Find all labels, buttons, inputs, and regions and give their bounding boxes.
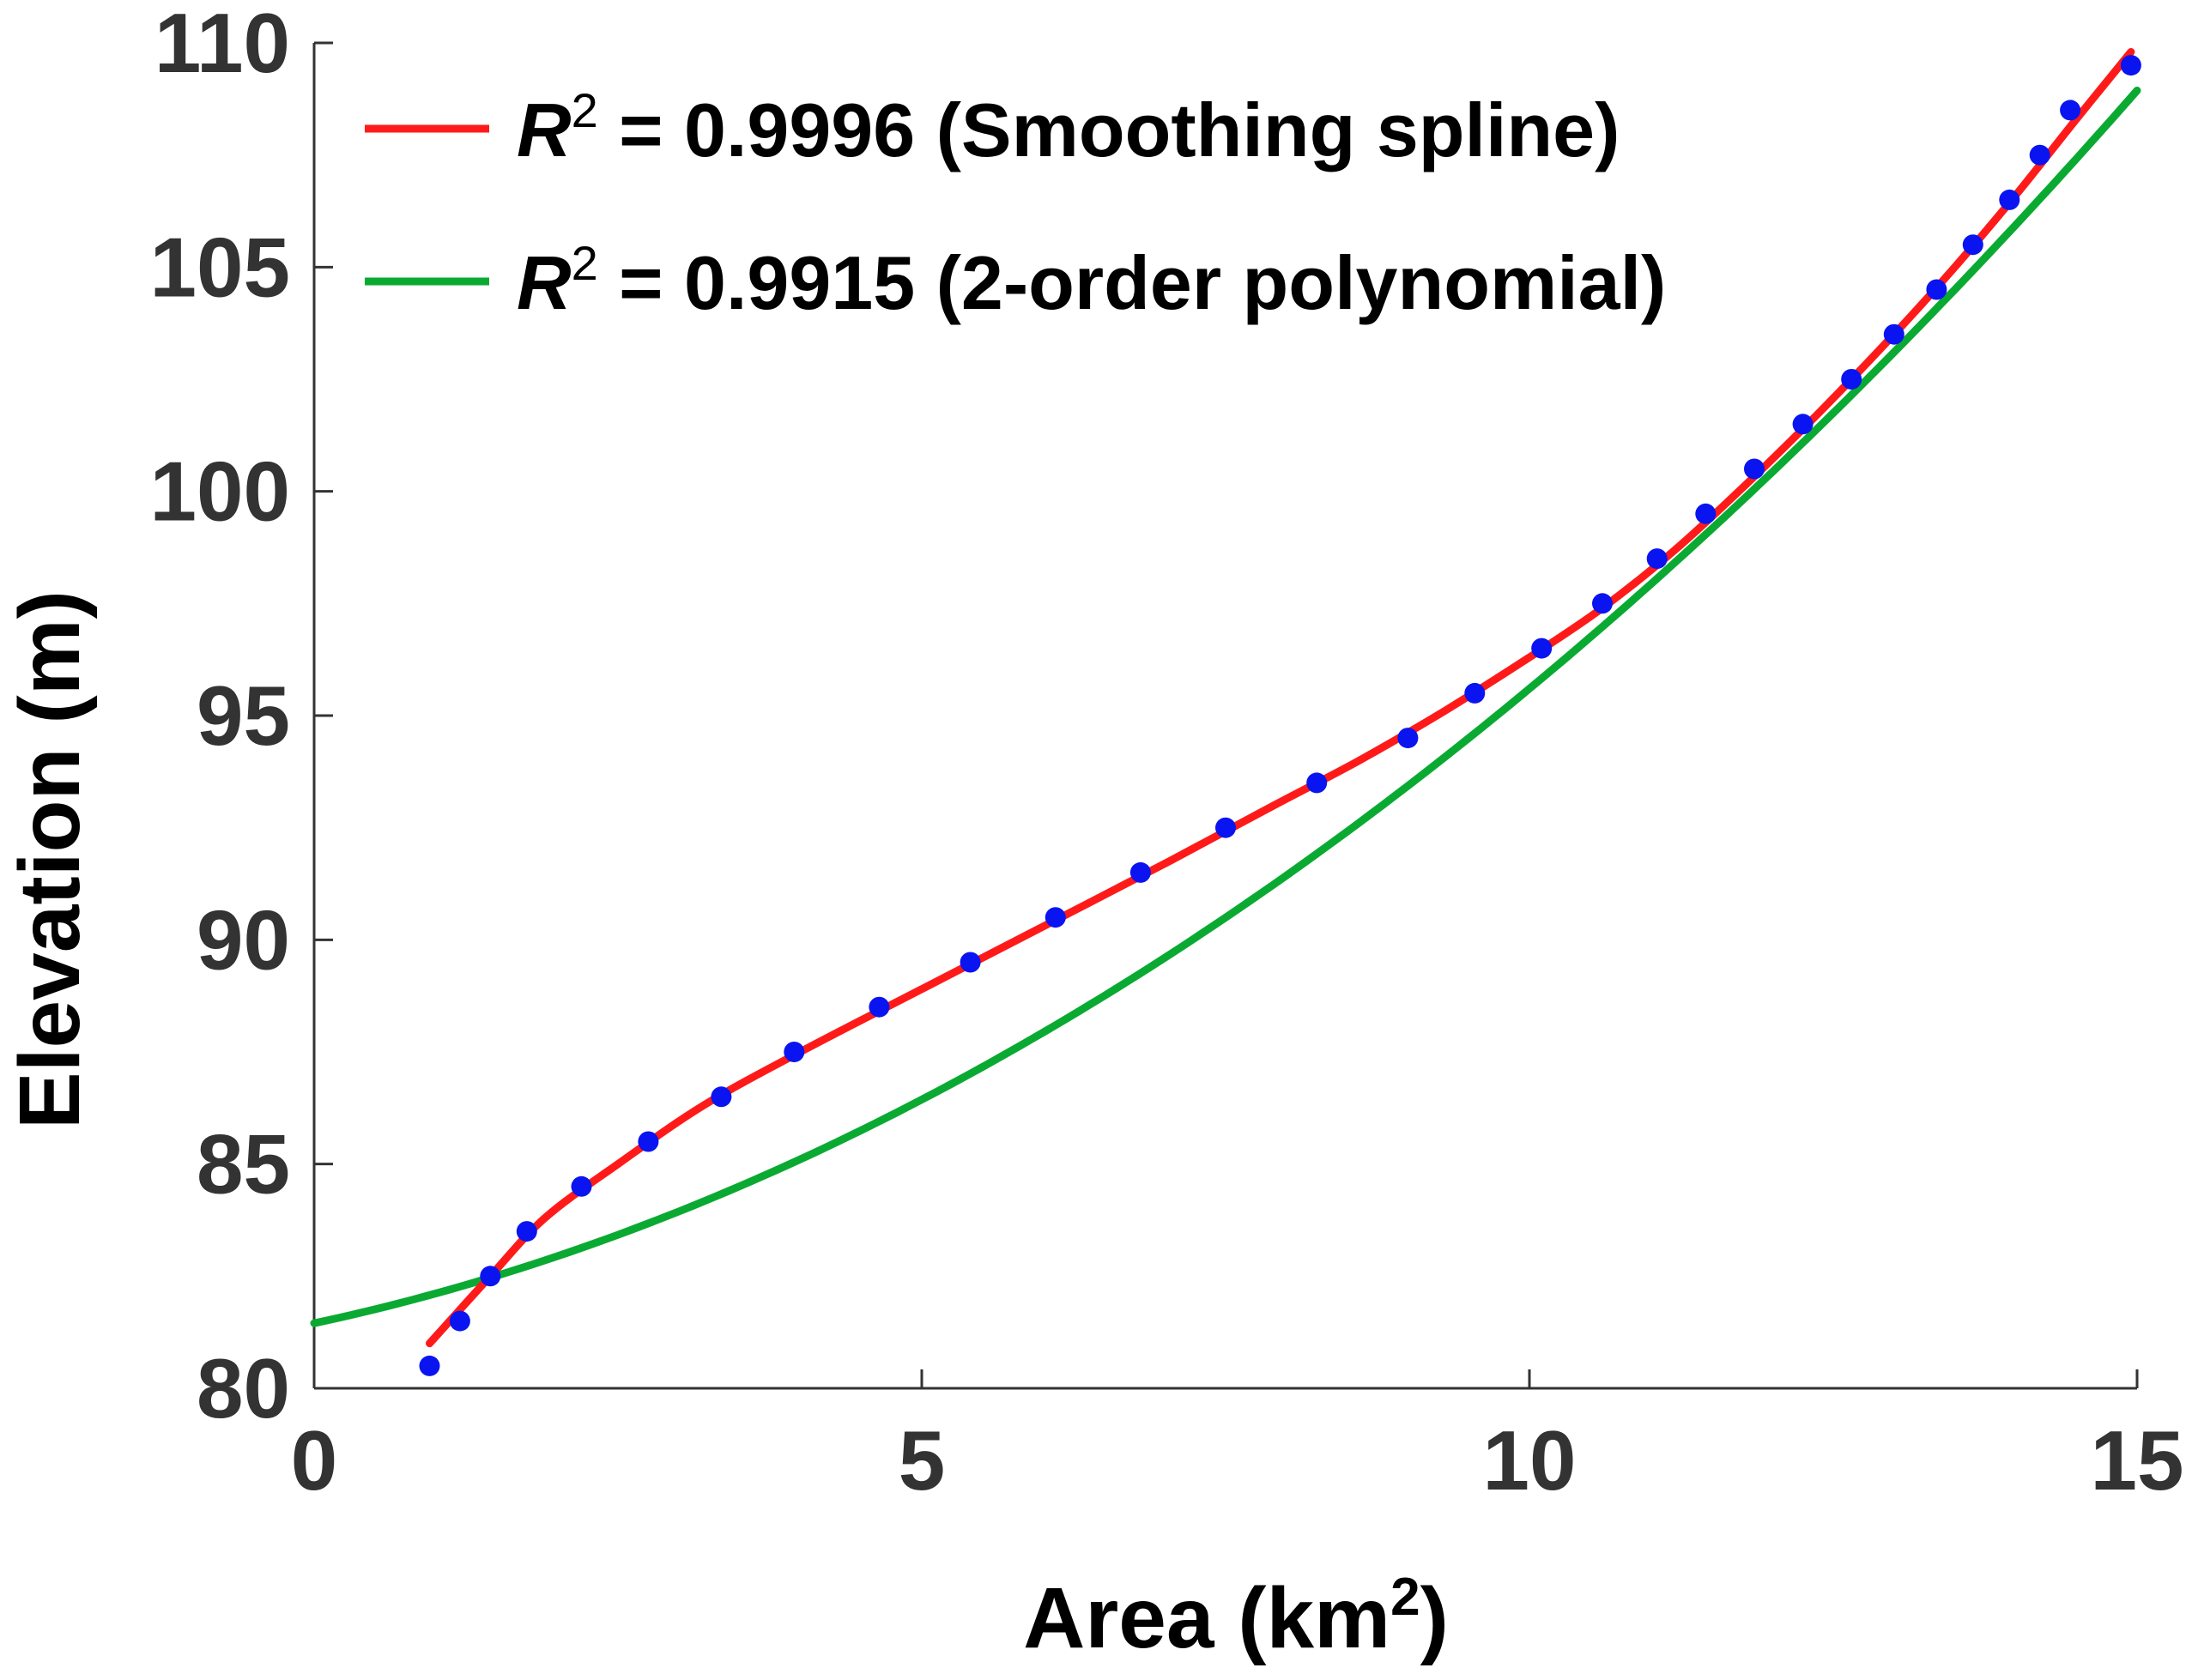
x-tick-label: 0	[291, 1413, 338, 1508]
data-point	[419, 1355, 440, 1376]
x-axis-title-main: Area (km	[1023, 1570, 1390, 1666]
data-point	[1592, 593, 1613, 614]
data-point	[1397, 728, 1419, 749]
x-axis-title-sup: 2	[1390, 1568, 1420, 1627]
data-point	[1646, 548, 1668, 570]
data-point	[1999, 189, 2020, 210]
data-point	[1883, 323, 1904, 345]
plot-lines	[310, 48, 2141, 1348]
legend-sup: 2	[572, 83, 598, 137]
data-point	[480, 1266, 501, 1287]
data-point	[2029, 144, 2050, 166]
legend-label-poly: R2 = 0.9915 (2-order polynomial)	[517, 236, 1666, 325]
legend: R2 = 0.9996 (Smoothing spline) R2 = 0.99…	[365, 83, 1666, 325]
x-tick-label: 15	[2090, 1413, 2183, 1508]
legend-sup: 2	[572, 236, 598, 290]
data-point	[711, 1086, 732, 1108]
y-tick-label: 95	[197, 668, 290, 763]
legend-text: = 0.9915 (2-order polynomial)	[598, 240, 1667, 325]
y-tick-label: 110	[154, 0, 290, 90]
x-tick-label: 10	[1482, 1413, 1576, 1508]
axes: 0 5 10 15 80 85 90 95 100 105 110	[149, 0, 2183, 1508]
data-point	[449, 1310, 470, 1332]
series-line-polynomial	[310, 87, 2141, 1327]
y-tick-label: 90	[197, 892, 290, 987]
data-point	[869, 996, 890, 1018]
legend-text: = 0.9996 (Smoothing spline)	[598, 88, 1620, 172]
data-point	[2060, 100, 2081, 121]
data-point	[960, 952, 981, 973]
y-tick-label: 100	[149, 444, 290, 539]
x-tick-label: 5	[899, 1413, 946, 1508]
legend-label-spline: R2 = 0.9996 (Smoothing spline)	[517, 83, 1620, 172]
y-tick-label: 85	[197, 1117, 290, 1212]
y-axis-title: Elevation (m)	[2, 590, 98, 1129]
data-point	[1792, 414, 1814, 435]
data-point	[1215, 817, 1236, 838]
legend-symbol: R	[517, 240, 572, 325]
data-point	[1045, 907, 1066, 928]
data-point	[1926, 279, 1947, 300]
data-point	[1464, 682, 1486, 704]
data-point	[1744, 458, 1765, 480]
data-point	[1695, 503, 1717, 524]
data-point	[516, 1221, 537, 1242]
legend-symbol: R	[517, 88, 572, 172]
series-line-spline	[426, 48, 2135, 1348]
data-point	[1306, 772, 1328, 794]
data-point	[1531, 638, 1553, 659]
data-point	[1962, 234, 1983, 256]
plot-points	[419, 55, 2141, 1376]
data-point	[638, 1131, 659, 1152]
data-point	[1129, 861, 1151, 883]
x-axis-title: Area (km2)	[1023, 1568, 1449, 1666]
data-point	[784, 1042, 805, 1062]
data-point	[1841, 369, 1862, 390]
y-tick-label: 105	[149, 220, 290, 314]
data-point	[2120, 55, 2141, 76]
x-axis-title-end: )	[1420, 1570, 1449, 1666]
data-point	[571, 1175, 592, 1197]
y-tick-label: 80	[197, 1341, 290, 1435]
